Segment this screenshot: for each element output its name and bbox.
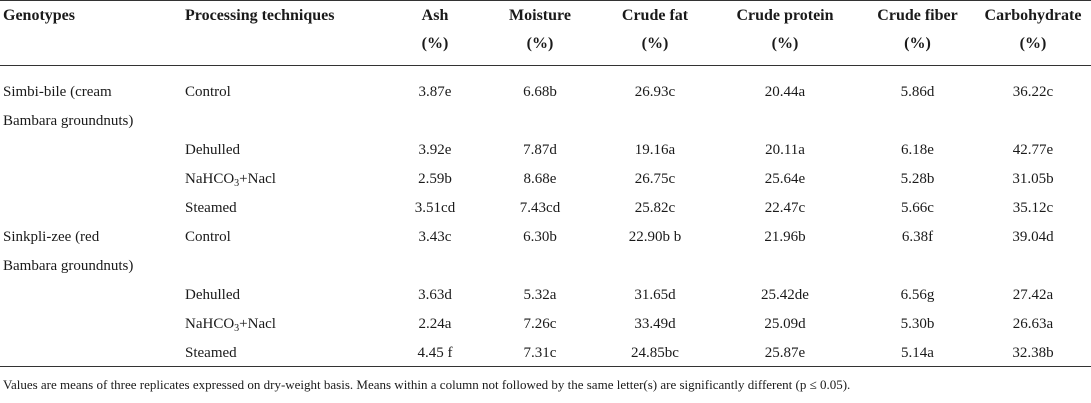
- ash-cell: 3.51cd: [414, 200, 456, 216]
- ash-cell: 3.43c: [418, 229, 452, 245]
- technique-cell: NaHCO3+Nacl: [185, 171, 276, 189]
- table-row: Bambara groundnuts): [0, 252, 1091, 281]
- header-moisture: Moisture (%): [509, 7, 571, 52]
- technique-cell: Control: [185, 84, 231, 100]
- moisture-cell: 5.32a: [523, 287, 557, 303]
- protein-cell: 25.09d: [764, 316, 806, 332]
- fiber-cell: 6.56g: [900, 287, 935, 303]
- carb-cell: 32.38b: [1012, 345, 1054, 361]
- fat-cell: 26.75c: [634, 171, 676, 187]
- header-row: Genotypes Processing techniques Ash (%) M…: [0, 0, 1091, 64]
- ash-cell: 2.24a: [418, 316, 452, 332]
- ash-cell: 3.63d: [418, 287, 452, 303]
- table-row: Steamed 4.45 f 7.31c 24.85bc 25.87e 5.14…: [0, 339, 1091, 368]
- fiber-cell: 5.14a: [901, 345, 934, 361]
- table-row: Steamed 3.51cd 7.43cd 25.82c 22.47c 5.66…: [0, 194, 1091, 223]
- carb-cell: 35.12c: [1012, 200, 1054, 216]
- technique-cell: Dehulled: [185, 142, 240, 158]
- fat-cell: 22.90b b: [628, 229, 682, 245]
- table-row: Bambara groundnuts): [0, 107, 1091, 136]
- bottom-rule: [0, 366, 1091, 367]
- table-row: Sinkpli-zee (red Control 3.43c 6.30b 22.…: [0, 223, 1091, 252]
- technique-cell: Dehulled: [185, 287, 240, 303]
- moisture-cell: 7.26c: [523, 316, 557, 332]
- technique-cell: Steamed: [185, 200, 237, 216]
- ash-cell: 2.59b: [418, 171, 452, 187]
- table-row: NaHCO3+Nacl 2.59b 8.68e 26.75c 25.64e 5.…: [0, 165, 1091, 194]
- fiber-cell: 5.30b: [900, 316, 935, 332]
- fat-cell: 26.93c: [634, 84, 676, 100]
- header-crude-fat: Crude fat (%): [621, 7, 689, 52]
- protein-cell: 20.44a: [764, 84, 806, 100]
- carb-cell: 39.04d: [1012, 229, 1054, 245]
- table-row: Simbi-bile (cream Control 3.87e 6.68b 26…: [0, 78, 1091, 107]
- technique-cell: NaHCO3+Nacl: [185, 316, 276, 334]
- fat-cell: 24.85bc: [631, 345, 679, 361]
- proximate-composition-table: Genotypes Processing techniques Ash (%) M…: [0, 0, 1091, 368]
- header-genotypes: Genotypes: [3, 7, 75, 24]
- moisture-cell: 8.68e: [523, 171, 557, 187]
- carb-cell: 27.42a: [1012, 287, 1054, 303]
- top-rule: [0, 0, 1091, 1]
- protein-cell: 20.11a: [765, 142, 805, 158]
- table-row: NaHCO3+Nacl 2.24a 7.26c 33.49d 25.09d 5.…: [0, 310, 1091, 339]
- moisture-cell: 7.43cd: [519, 200, 561, 216]
- header-crude-fiber: Crude fiber (%): [877, 7, 958, 52]
- table-row: [0, 64, 1091, 78]
- table-row: Dehulled 3.63d 5.32a 31.65d 25.42de 6.56…: [0, 281, 1091, 310]
- fat-cell: 19.16a: [634, 142, 676, 158]
- protein-cell: 25.42de: [761, 287, 809, 303]
- genotype-cell: Bambara groundnuts): [3, 113, 134, 129]
- fiber-cell: 6.18e: [901, 142, 934, 158]
- moisture-cell: 6.30b: [523, 229, 557, 245]
- fat-cell: 31.65d: [634, 287, 676, 303]
- ash-cell: 3.92e: [418, 142, 452, 158]
- fiber-cell: 5.28b: [900, 171, 935, 187]
- header-crude-protein: Crude protein (%): [736, 7, 834, 52]
- header-processing: Processing techniques: [185, 7, 335, 24]
- table-footnote: Values are means of three replicates exp…: [3, 377, 851, 392]
- carb-cell: 36.22c: [1012, 84, 1054, 100]
- genotype-cell: Sinkpli-zee (red: [3, 229, 100, 245]
- fiber-cell: 5.86d: [900, 84, 935, 100]
- ash-cell: 4.45 f: [417, 345, 453, 361]
- protein-cell: 22.47c: [764, 200, 806, 216]
- fat-cell: 33.49d: [634, 316, 676, 332]
- moisture-cell: 6.68b: [523, 84, 557, 100]
- carb-cell: 26.63a: [1012, 316, 1054, 332]
- header-ash: Ash (%): [421, 7, 449, 52]
- protein-cell: 25.87e: [764, 345, 806, 361]
- table-row: Dehulled 3.92e 7.87d 19.16a 20.11a 6.18e…: [0, 136, 1091, 165]
- ash-cell: 3.87e: [418, 84, 452, 100]
- fiber-cell: 6.38f: [901, 229, 934, 245]
- fiber-cell: 5.66c: [901, 200, 934, 216]
- genotype-cell: Simbi-bile (cream: [3, 84, 112, 100]
- protein-cell: 25.64e: [764, 171, 806, 187]
- header-rule: [0, 65, 1091, 66]
- moisture-cell: 7.31c: [523, 345, 557, 361]
- genotype-cell: Bambara groundnuts): [3, 258, 134, 274]
- header-carbohydrate: Carbohydrate (%): [984, 7, 1082, 52]
- technique-cell: Steamed: [185, 345, 237, 361]
- moisture-cell: 7.87d: [523, 142, 557, 158]
- carb-cell: 31.05b: [1012, 171, 1054, 187]
- carb-cell: 42.77e: [1012, 142, 1054, 158]
- technique-cell: Control: [185, 229, 231, 245]
- protein-cell: 21.96b: [764, 229, 806, 245]
- fat-cell: 25.82c: [634, 200, 676, 216]
